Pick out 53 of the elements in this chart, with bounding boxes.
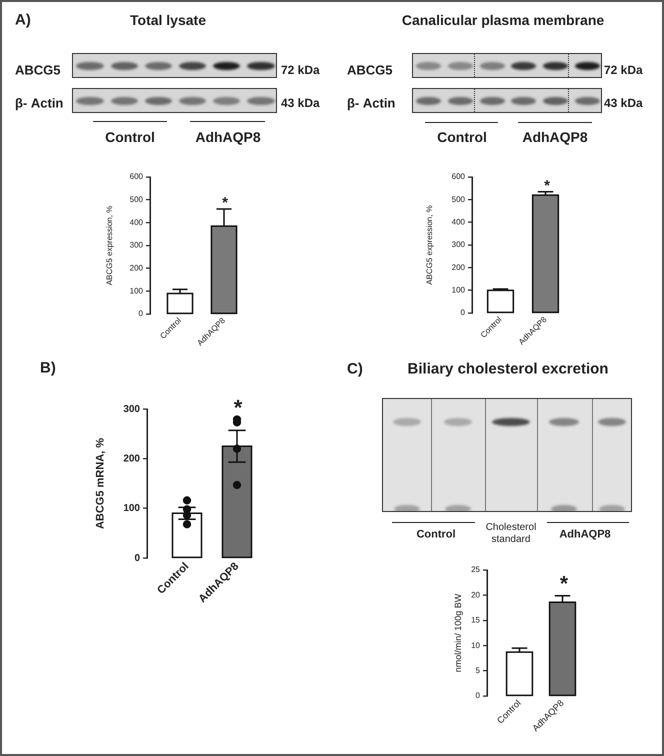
y-tick-label: 100 [123,503,140,514]
text: ABCG5 [347,62,393,78]
text: AdhAQP8 [559,528,611,540]
y-axis-title: ABCG5 mRNA, % [94,438,107,530]
y-tick-label: 300 [452,240,466,250]
y-tick-label: 500 [452,194,466,204]
y-tick-label: 0 [476,691,481,700]
x-tick-label: AdhAQP8 [195,129,261,145]
text: 43 kDa [281,96,320,110]
y-tick-label: 20 [471,590,481,600]
y-tick-label: 0 [134,552,140,564]
y-tick-label: 200 [123,453,140,464]
annotation: * [544,178,550,194]
y-tick-label: 600 [452,172,466,182]
y-tick-label: 600 [130,172,144,182]
y-tick-label: 0 [460,308,466,318]
annotation: * [234,395,242,420]
text: B) [40,360,56,376]
chart-title: Biliary cholesterol excretion [408,360,608,378]
y-tick-label: 400 [452,218,466,227]
y-axis-title: nmol/min/ 100g BW [452,593,463,672]
y-tick-label: 10 [471,640,481,650]
y-tick-label: 0 [138,309,144,318]
y-tick-label: 200 [130,264,144,273]
text: β- Actin [15,96,64,110]
x-tick-label: Control [437,129,487,145]
y-axis-title: ABCG5 expression, % [105,206,114,286]
text: 72 kDa [281,63,320,77]
y-tick-label: 500 [130,195,144,204]
x-tick-label: AdhAQP8 [522,129,588,145]
y-tick-label: 5 [476,666,481,676]
y-tick-label: 400 [130,218,144,227]
text: 43 kDa [604,96,643,110]
x-tick-label: Control [105,129,155,145]
y-tick-label: 25 [471,565,481,574]
annotation: * [560,572,568,596]
chart-title: Total lysate [130,12,206,28]
y-tick-label: 300 [123,404,140,415]
text: Cholesterol standard [484,522,538,546]
text: C) [347,360,363,378]
text: A) [15,12,31,28]
text: ABCG5 [15,62,61,78]
text: Control [416,528,456,540]
y-tick-label: 100 [130,286,144,296]
y-axis-title: ABCG5 expression, % [425,205,434,285]
y-tick-label: 200 [452,262,466,272]
y-tick-label: 15 [471,616,481,625]
text: 72 kDa [604,63,643,77]
annotation: * [222,194,228,212]
y-tick-label: 300 [130,240,144,250]
text: β- Actin [347,96,396,110]
y-tick-label: 100 [452,286,466,295]
chart-title: Canalicular plasma membrane [402,12,604,28]
